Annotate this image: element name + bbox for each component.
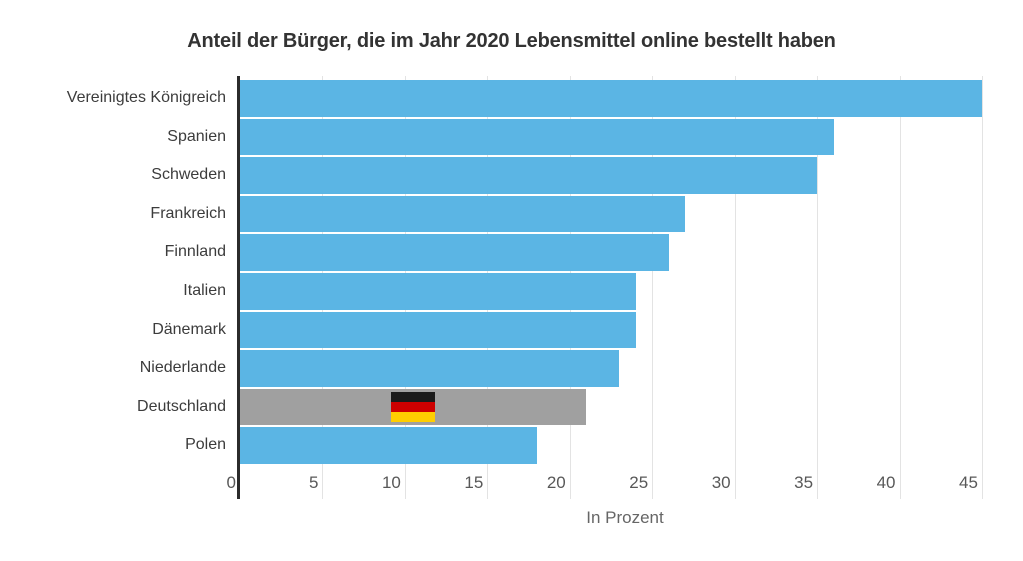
gridline (899, 76, 901, 499)
x-tick-label: 35 (794, 473, 814, 492)
category-label: Frankreich (150, 204, 226, 222)
x-tick-label: 10 (381, 473, 401, 492)
bar (240, 311, 636, 349)
y-axis-line (237, 76, 240, 499)
category-label: Schweden (151, 166, 226, 184)
flag-stripe-gold (391, 412, 436, 423)
category-label: Italien (183, 282, 226, 299)
gridline (734, 76, 736, 499)
x-tick-label: 0 (226, 473, 236, 492)
x-tick-label: 25 (629, 473, 649, 492)
x-tick-label: 30 (711, 473, 731, 492)
bar (240, 273, 636, 310)
category-label: Finnland (164, 243, 226, 261)
category-label: Polen (185, 436, 226, 454)
x-tick-label: 15 (464, 473, 484, 492)
gridline (817, 76, 819, 499)
bar (240, 195, 686, 233)
x-tick-label: 5 (308, 473, 319, 492)
bar (240, 80, 982, 117)
x-tick-label: 40 (876, 473, 896, 492)
category-label: Niederlande (139, 359, 226, 377)
gridline (652, 76, 654, 499)
flag-stripe-red (391, 402, 436, 413)
category-label: Spanien (167, 127, 226, 145)
bar (240, 350, 620, 387)
x-tick-label: 45 (959, 473, 978, 492)
category-label: Deutschland (137, 397, 226, 415)
bar (240, 157, 818, 194)
flag-stripe-black (391, 392, 436, 403)
german-flag-icon (391, 392, 436, 423)
x-axis-title: In Prozent (586, 508, 664, 527)
bar (240, 234, 669, 271)
bar (240, 427, 537, 464)
chart-title: Anteil der Bürger, die im Jahr 2020 Lebe… (187, 30, 836, 52)
bar (240, 118, 834, 156)
category-label: Vereinigtes Königreich (66, 89, 226, 106)
category-label: Dänemark (152, 320, 226, 338)
x-tick-label: 20 (546, 473, 566, 492)
gridline (981, 76, 983, 499)
